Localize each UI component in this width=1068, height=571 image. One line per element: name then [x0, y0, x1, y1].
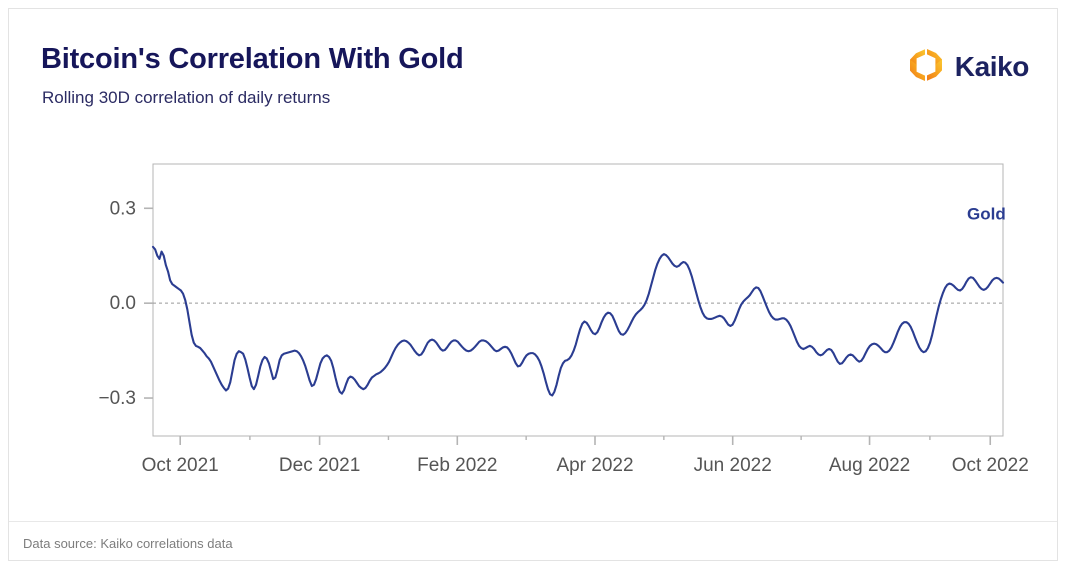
x-tick-label: Aug 2022 [829, 455, 910, 476]
y-tick-label: 0.3 [110, 198, 136, 219]
chart-area: 0.3 0.0 −0.3 Oct 2021 Dec 2021 Feb 2022 Apr 2… [9, 105, 1059, 505]
plot-frame [152, 163, 1004, 437]
correlation-line-chart: 0.3 0.0 −0.3 Oct 2021 Dec 2021 Feb 2022 Apr 2… [98, 163, 1029, 476]
x-tick-label: Oct 2021 [142, 455, 219, 476]
x-tick-label: Feb 2022 [417, 455, 497, 476]
y-tick-label: 0.0 [110, 293, 136, 314]
series-line-gold [151, 245, 1005, 397]
y-tick-label: −0.3 [98, 388, 136, 409]
page-title: Bitcoin's Correlation With Gold [41, 43, 464, 75]
page-subtitle: Rolling 30D correlation of daily returns [42, 88, 331, 107]
x-axis: Oct 2021 Dec 2021 Feb 2022 Apr 2022 Jun 2022… [142, 436, 1029, 476]
data-source-note: Data source: Kaiko correlations data [23, 536, 233, 551]
x-tick-label: Dec 2021 [279, 455, 360, 476]
kaiko-logo-mark-icon [906, 45, 946, 90]
x-tick-label: Apr 2022 [556, 455, 633, 476]
series-label-gold: Gold [967, 204, 1006, 223]
kaiko-logo: Kaiko [906, 47, 1029, 87]
x-tick-label: Jun 2022 [694, 455, 772, 476]
y-axis: 0.3 0.0 −0.3 [98, 198, 153, 409]
footer-divider [9, 521, 1057, 522]
chart-header: Bitcoin's Correlation With Gold Rolling … [9, 9, 1057, 107]
chart-card: Bitcoin's Correlation With Gold Rolling … [8, 8, 1058, 561]
kaiko-logo-text: Kaiko [954, 51, 1030, 82]
x-tick-label: Oct 2022 [952, 455, 1029, 476]
